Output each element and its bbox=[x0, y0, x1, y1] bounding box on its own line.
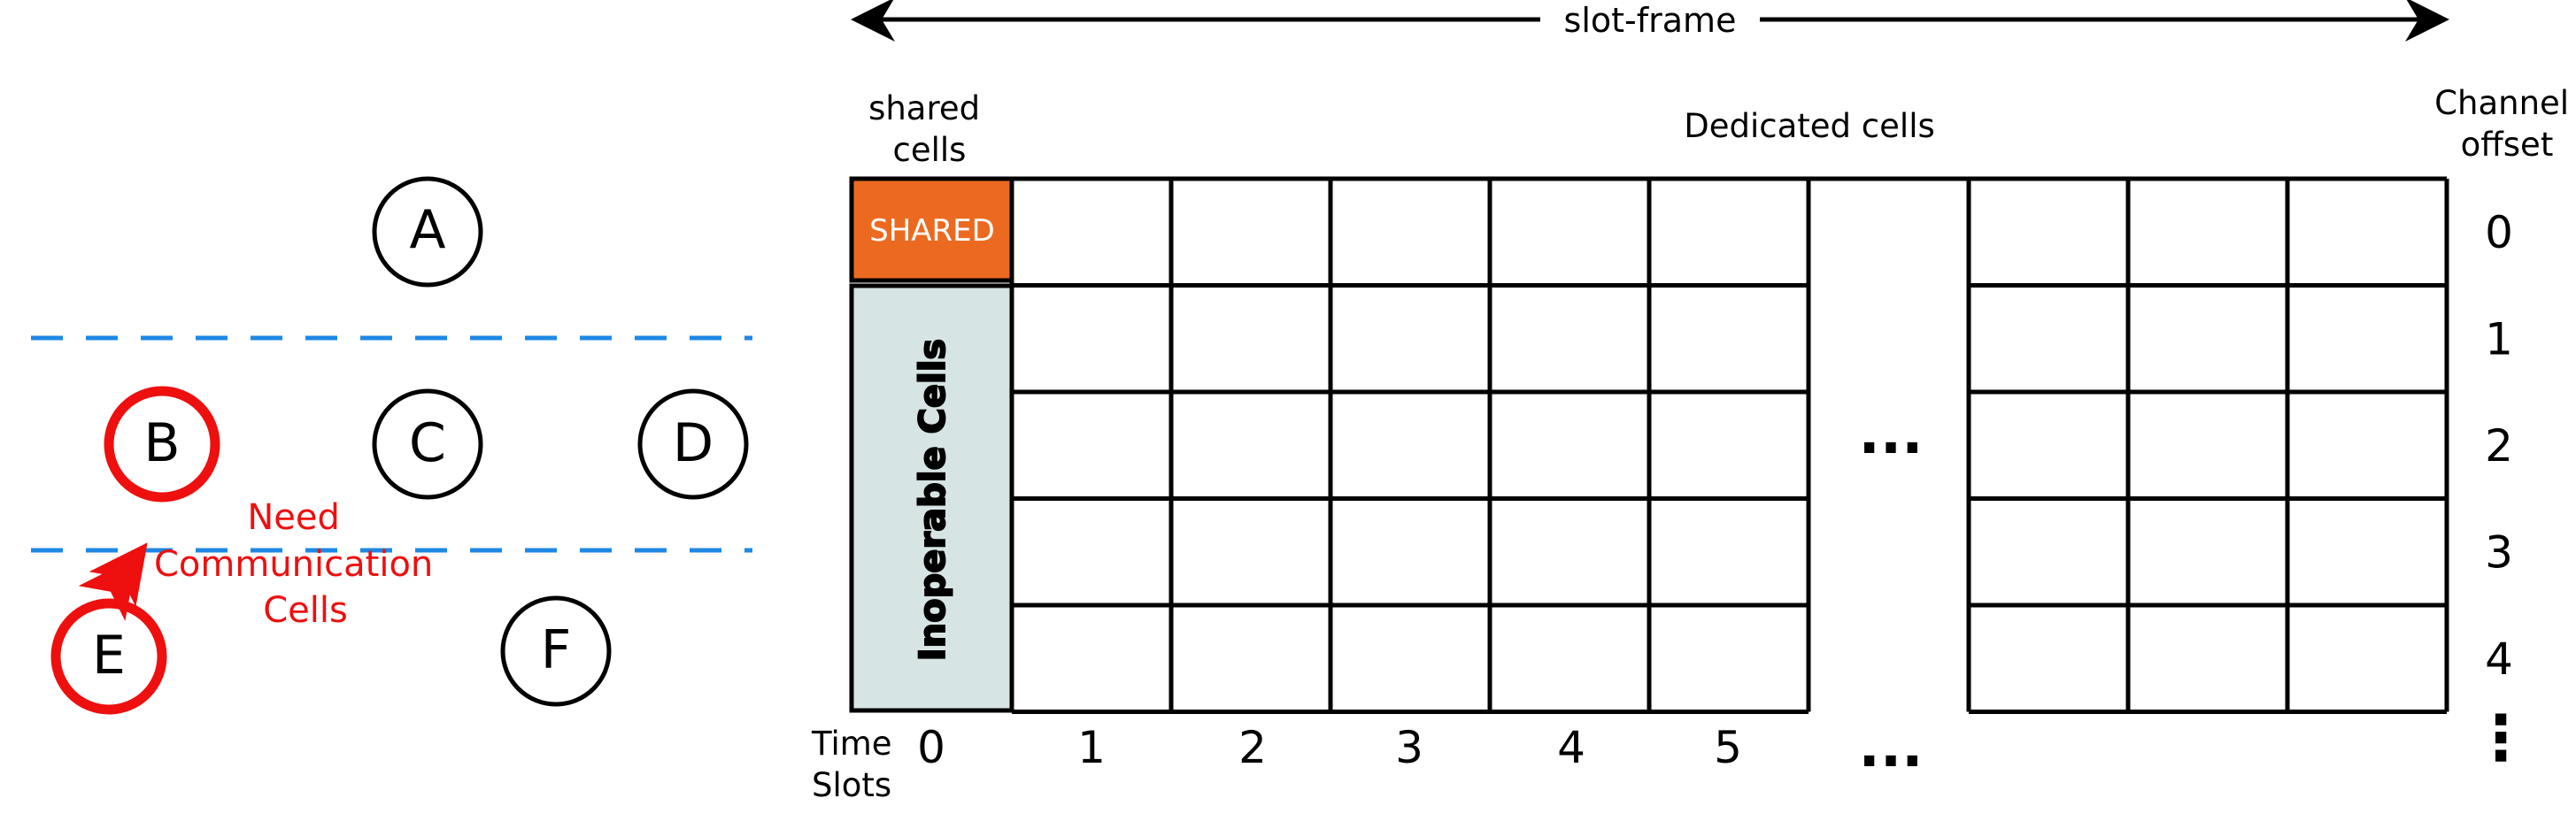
channel-offset-4: 4 bbox=[2485, 633, 2513, 685]
node-b: B bbox=[104, 386, 220, 503]
time-slot-0: 0 bbox=[917, 722, 945, 773]
node-a: A bbox=[372, 176, 483, 288]
communication-link-arrow bbox=[78, 542, 148, 621]
svg-text:B: B bbox=[143, 412, 180, 474]
grid-ellipsis: ... bbox=[1859, 402, 1924, 467]
time-slot-ellipsis: ... bbox=[1859, 715, 1924, 780]
shared-cell-label: SHARED bbox=[869, 213, 995, 249]
time-slots-header: Time Slots bbox=[811, 725, 902, 804]
channel-offset-more: ⋮ bbox=[2470, 702, 2532, 774]
time-slot-5: 5 bbox=[1714, 722, 1742, 773]
channel-offset-0: 0 bbox=[2485, 207, 2513, 258]
time-slot-labels: 0 1 2 3 4 5 bbox=[917, 722, 1742, 773]
svg-text:D: D bbox=[673, 412, 713, 474]
time-slot-4: 4 bbox=[1557, 722, 1585, 773]
svg-text:E: E bbox=[92, 625, 126, 687]
node-f: F bbox=[500, 595, 612, 707]
dedicated-cells-header: Dedicated cells bbox=[1684, 107, 1935, 145]
time-slot-3: 3 bbox=[1395, 722, 1423, 773]
network-topology: A B C D E F Need Communication Cells bbox=[31, 176, 752, 715]
inoperable-cells-label: Inoperable Cells bbox=[913, 339, 953, 661]
inoperable-cells-column bbox=[849, 283, 1014, 713]
channel-offset-header: Channel offset bbox=[2434, 84, 2576, 164]
node-d: D bbox=[637, 388, 749, 500]
time-slot-1: 1 bbox=[1077, 722, 1106, 773]
channel-offset-2: 2 bbox=[2485, 420, 2513, 472]
node-c: C bbox=[372, 388, 483, 500]
slotframe-title: slot-frame bbox=[1564, 1, 1737, 40]
svg-text:F: F bbox=[541, 619, 572, 681]
slotframe: slot-frame shared cells Dedicated cells … bbox=[811, 0, 2576, 804]
channel-offset-labels: 0 1 2 3 4 bbox=[2485, 207, 2513, 685]
dedicated-cell-grid bbox=[852, 176, 2449, 714]
shared-cells-header: shared cells bbox=[868, 89, 991, 169]
svg-text:C: C bbox=[409, 412, 446, 474]
channel-offset-1: 1 bbox=[2485, 314, 2513, 365]
svg-text:A: A bbox=[409, 199, 445, 261]
node-e: E bbox=[50, 598, 167, 715]
channel-offset-3: 3 bbox=[2485, 527, 2513, 579]
communication-link-label: Need Communication Cells bbox=[154, 497, 444, 631]
time-slot-2: 2 bbox=[1238, 722, 1267, 773]
